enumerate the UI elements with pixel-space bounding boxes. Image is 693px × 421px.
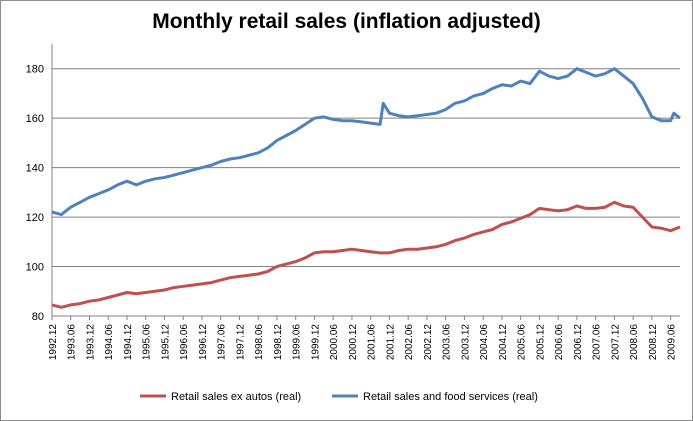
x-tick-label: 2004.12 [498, 324, 509, 361]
legend-label-2: Retail sales and food services (real) [363, 391, 538, 403]
x-tick-label: 1998.12 [273, 324, 284, 361]
x-tick-label: 2003.12 [460, 324, 471, 361]
x-tick-label: 2006.06 [554, 324, 565, 361]
y-tick-label: 80 [32, 311, 44, 323]
x-tick-label: 2001.12 [385, 324, 396, 361]
y-tick-label: 120 [26, 212, 44, 224]
x-tick-label: 2008.06 [629, 324, 640, 361]
x-tick-label: 2005.12 [535, 324, 546, 361]
x-tick-label: 1996.06 [179, 324, 190, 361]
x-tick-label: 2000.06 [329, 324, 340, 361]
x-tick-label: 2002.12 [423, 324, 434, 361]
x-tick-label: 2002.06 [404, 324, 415, 361]
y-tick-label: 100 [26, 262, 44, 274]
x-tick-label: 2009.06 [667, 324, 678, 361]
x-tick-label: 1993.06 [67, 324, 78, 361]
x-tick-label: 2006.12 [573, 324, 584, 361]
y-tick-label: 160 [26, 113, 44, 125]
legend-label-1: Retail sales ex autos (real) [171, 391, 301, 403]
x-tick-label: 1999.06 [292, 324, 303, 361]
y-tick-label: 140 [26, 163, 44, 175]
y-tick-label: 180 [26, 64, 44, 76]
x-tick-label: 2000.12 [348, 324, 359, 361]
x-tick-label: 1997.12 [235, 324, 246, 361]
x-tick-label: 2003.06 [442, 324, 453, 361]
x-tick-label: 1996.12 [198, 324, 209, 361]
x-tick-label: 2007.12 [610, 324, 621, 361]
x-tick-label: 2001.06 [367, 324, 378, 361]
x-tick-label: 1993.12 [85, 324, 96, 361]
chart-title: Monthly retail sales (inflation adjusted… [152, 10, 541, 33]
x-tick-label: 1999.12 [310, 324, 321, 361]
x-tick-label: 1994.12 [123, 324, 134, 361]
x-tick-label: 2008.12 [648, 324, 659, 361]
x-tick-label: 2004.06 [479, 324, 490, 361]
x-tick-label: 1995.06 [142, 324, 153, 361]
x-tick-label: 1992.12 [48, 324, 59, 361]
series-line-1 [51, 200, 681, 309]
series-line-2 [51, 67, 681, 217]
x-tick-label: 1997.06 [217, 324, 228, 361]
x-tick-label: 1994.06 [104, 324, 115, 361]
x-tick-label: 1995.12 [160, 324, 171, 361]
x-tick-label: 2005.06 [517, 324, 528, 361]
x-tick-label: 2007.06 [592, 324, 603, 361]
x-tick-label: 1998.06 [254, 324, 265, 361]
